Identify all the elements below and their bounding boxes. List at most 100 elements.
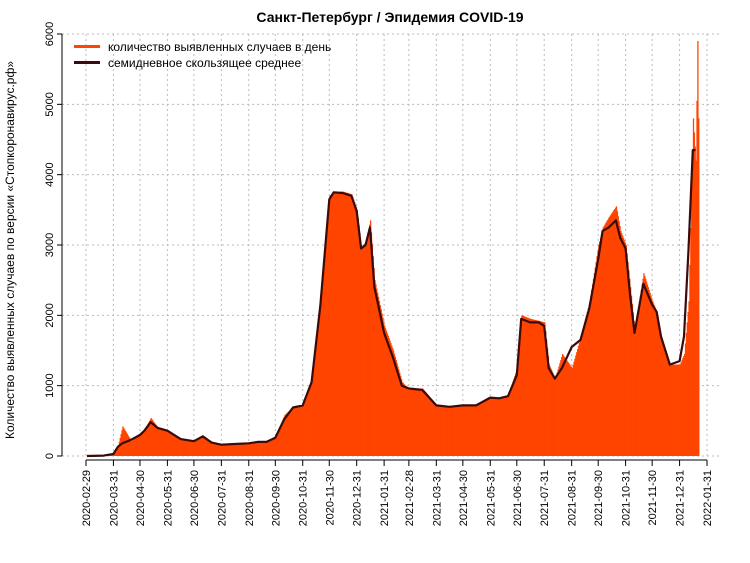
daily-bar	[304, 399, 306, 456]
daily-bar	[453, 406, 455, 456]
daily-bar	[382, 317, 384, 456]
daily-bar	[414, 389, 416, 456]
daily-bar	[436, 405, 438, 456]
daily-bar	[530, 318, 532, 456]
x-tick-label: 2020-06-30	[189, 470, 201, 526]
daily-bar	[325, 237, 328, 456]
daily-bar	[236, 443, 238, 456]
daily-bar	[448, 406, 450, 456]
daily-bar	[316, 339, 318, 456]
daily-bar	[374, 280, 376, 456]
daily-bar	[485, 400, 488, 456]
daily-bar	[351, 194, 353, 457]
daily-bar	[386, 333, 389, 456]
daily-bar	[150, 418, 152, 456]
daily-bar	[559, 363, 561, 456]
daily-bar	[521, 315, 523, 456]
daily-bar	[534, 319, 536, 456]
daily-bar	[492, 397, 495, 456]
daily-bar	[268, 440, 270, 456]
y-tick-label: 3000	[44, 233, 56, 257]
daily-bar	[506, 395, 508, 456]
daily-bar	[691, 154, 694, 456]
daily-bar	[373, 268, 375, 456]
daily-bar	[192, 440, 194, 456]
daily-bar	[390, 343, 392, 456]
daily-bar	[630, 295, 633, 456]
daily-bar	[634, 329, 636, 456]
daily-bar	[146, 426, 148, 456]
daily-bar	[584, 322, 586, 456]
daily-bar	[403, 384, 405, 456]
daily-bar	[178, 436, 180, 456]
daily-bar	[241, 443, 243, 456]
daily-bar	[419, 388, 421, 456]
daily-bar	[551, 370, 553, 456]
daily-bar	[692, 118, 695, 457]
daily-bar	[303, 402, 305, 456]
daily-bar	[619, 226, 621, 456]
daily-bar	[523, 316, 525, 456]
daily-bar	[623, 240, 626, 456]
daily-bar	[128, 436, 130, 456]
daily-bar	[688, 301, 690, 456]
daily-bar	[499, 397, 501, 456]
daily-bar	[473, 405, 475, 456]
daily-bar	[421, 388, 423, 456]
daily-bar	[645, 281, 648, 456]
daily-bar	[227, 444, 229, 456]
daily-bar	[661, 336, 663, 456]
daily-bar	[537, 320, 539, 456]
daily-bar	[440, 405, 443, 456]
daily-bar	[137, 435, 139, 456]
daily-bar	[141, 431, 144, 456]
daily-bar	[407, 387, 409, 456]
daily-bar	[546, 347, 549, 456]
daily-bar	[357, 217, 359, 456]
daily-bar	[329, 195, 331, 456]
daily-bar	[298, 405, 300, 456]
daily-bar	[675, 364, 677, 456]
daily-bar	[480, 402, 482, 456]
daily-bar	[615, 206, 618, 456]
daily-bar	[185, 439, 187, 456]
y-tick-label: 5000	[44, 92, 56, 116]
daily-bar	[698, 118, 700, 457]
daily-bar	[696, 100, 698, 457]
daily-bar	[695, 160, 697, 456]
daily-bar	[369, 224, 371, 456]
daily-bar	[678, 364, 680, 456]
daily-bar	[405, 386, 407, 456]
daily-bar	[477, 404, 479, 456]
daily-bar	[239, 443, 241, 456]
daily-bar	[159, 428, 161, 456]
daily-bar	[635, 323, 637, 456]
daily-bar	[576, 352, 578, 456]
daily-bar	[607, 219, 609, 456]
daily-bar	[287, 411, 289, 456]
daily-bar	[441, 405, 443, 456]
daily-bar	[370, 232, 373, 456]
daily-bar	[528, 318, 530, 456]
daily-bar	[455, 405, 458, 456]
daily-bar	[185, 439, 188, 456]
daily-bar	[452, 406, 454, 456]
daily-bar	[469, 404, 471, 456]
daily-bar	[250, 442, 252, 456]
daily-bar	[450, 406, 452, 456]
daily-bar	[519, 336, 521, 456]
daily-bar	[152, 420, 154, 456]
daily-bar	[392, 350, 395, 456]
daily-bar	[570, 366, 573, 456]
daily-bar	[500, 397, 503, 456]
daily-bar	[171, 433, 174, 456]
daily-bar	[641, 284, 643, 456]
daily-bar	[165, 430, 167, 456]
daily-bar	[320, 301, 322, 456]
daily-bar	[615, 207, 617, 456]
daily-bar	[228, 444, 230, 456]
daily-bar	[216, 443, 218, 456]
daily-bar	[289, 410, 291, 456]
daily-bar	[502, 396, 504, 456]
daily-bar	[142, 430, 144, 456]
